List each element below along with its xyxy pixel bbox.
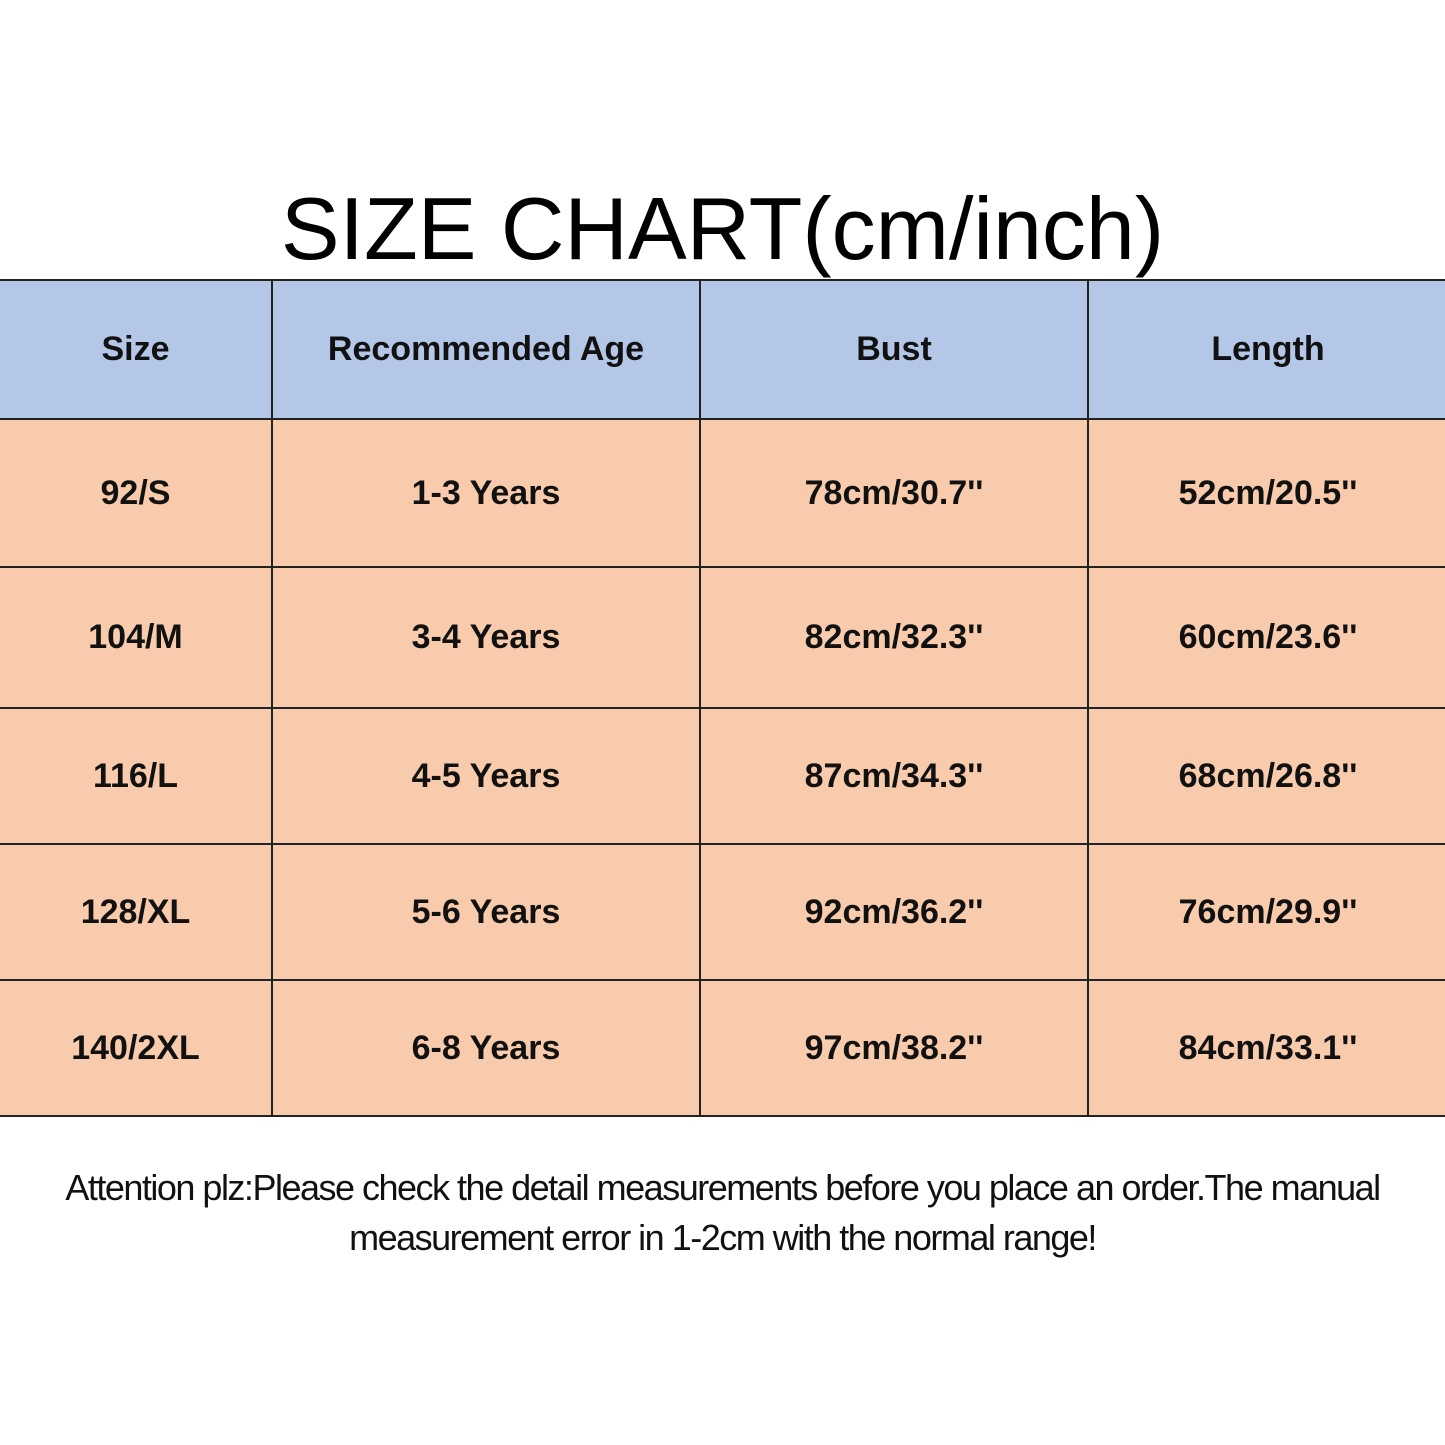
column-header: Size: [0, 279, 273, 420]
table-row: 128/XL 5-6 Years 92cm/36.2'' 76cm/29.9'': [0, 843, 1445, 981]
table-cell: 4-5 Years: [271, 707, 701, 845]
note: Attention plz:Please check the detail me…: [65, 1167, 1381, 1258]
table-cell: 3-4 Years: [271, 566, 701, 709]
table-cell: 84cm/33.1'': [1087, 979, 1445, 1117]
table-cell: 92cm/36.2'': [699, 843, 1089, 981]
table-cell: 82cm/32.3'': [699, 566, 1089, 709]
table-cell: 140/2XL: [0, 979, 273, 1117]
table-cell: 87cm/34.3'': [699, 707, 1089, 845]
table-cell: 5-6 Years: [271, 843, 701, 981]
table-cell: 104/M: [0, 566, 273, 709]
table-cell: 92/S: [0, 418, 273, 568]
column-header: Recommended Age: [271, 279, 701, 420]
table-cell: 60cm/23.6'': [1087, 566, 1445, 709]
table-row: 116/L 4-5 Years 87cm/34.3'' 68cm/26.8'': [0, 707, 1445, 845]
size-table: Size Recommended Age Bust Length 92/S 1-3 Ye…: [0, 279, 1445, 1117]
table-cell: 128/XL: [0, 843, 273, 981]
table-cell: 68cm/26.8'': [1087, 707, 1445, 845]
table-row: 140/2XL 6-8 Years 97cm/38.2'' 84cm/33.1'': [0, 979, 1445, 1117]
table-row: 92/S 1-3 Years 78cm/30.7'' 52cm/20.5'': [0, 418, 1445, 568]
table-cell: 76cm/29.9'': [1087, 843, 1445, 981]
header-row: Size Recommended Age Bust Length: [0, 279, 1445, 420]
table-body: 92/S 1-3 Years 78cm/30.7'' 52cm/20.5'' 104/M…: [0, 418, 1445, 1117]
column-header: Bust: [699, 279, 1089, 420]
title: SIZE CHART(cm/inch): [280, 179, 1165, 278]
table-cell: 6-8 Years: [271, 979, 701, 1117]
table-cell: 52cm/20.5'': [1087, 418, 1445, 568]
table-cell: 97cm/38.2'': [699, 979, 1089, 1117]
table-cell: 78cm/30.7'': [699, 418, 1089, 568]
table-row: 104/M 3-4 Years 82cm/32.3'' 60cm/23.6'': [0, 566, 1445, 709]
column-header: Length: [1087, 279, 1445, 420]
table-cell: 116/L: [0, 707, 273, 845]
table-cell: 1-3 Years: [271, 418, 701, 568]
